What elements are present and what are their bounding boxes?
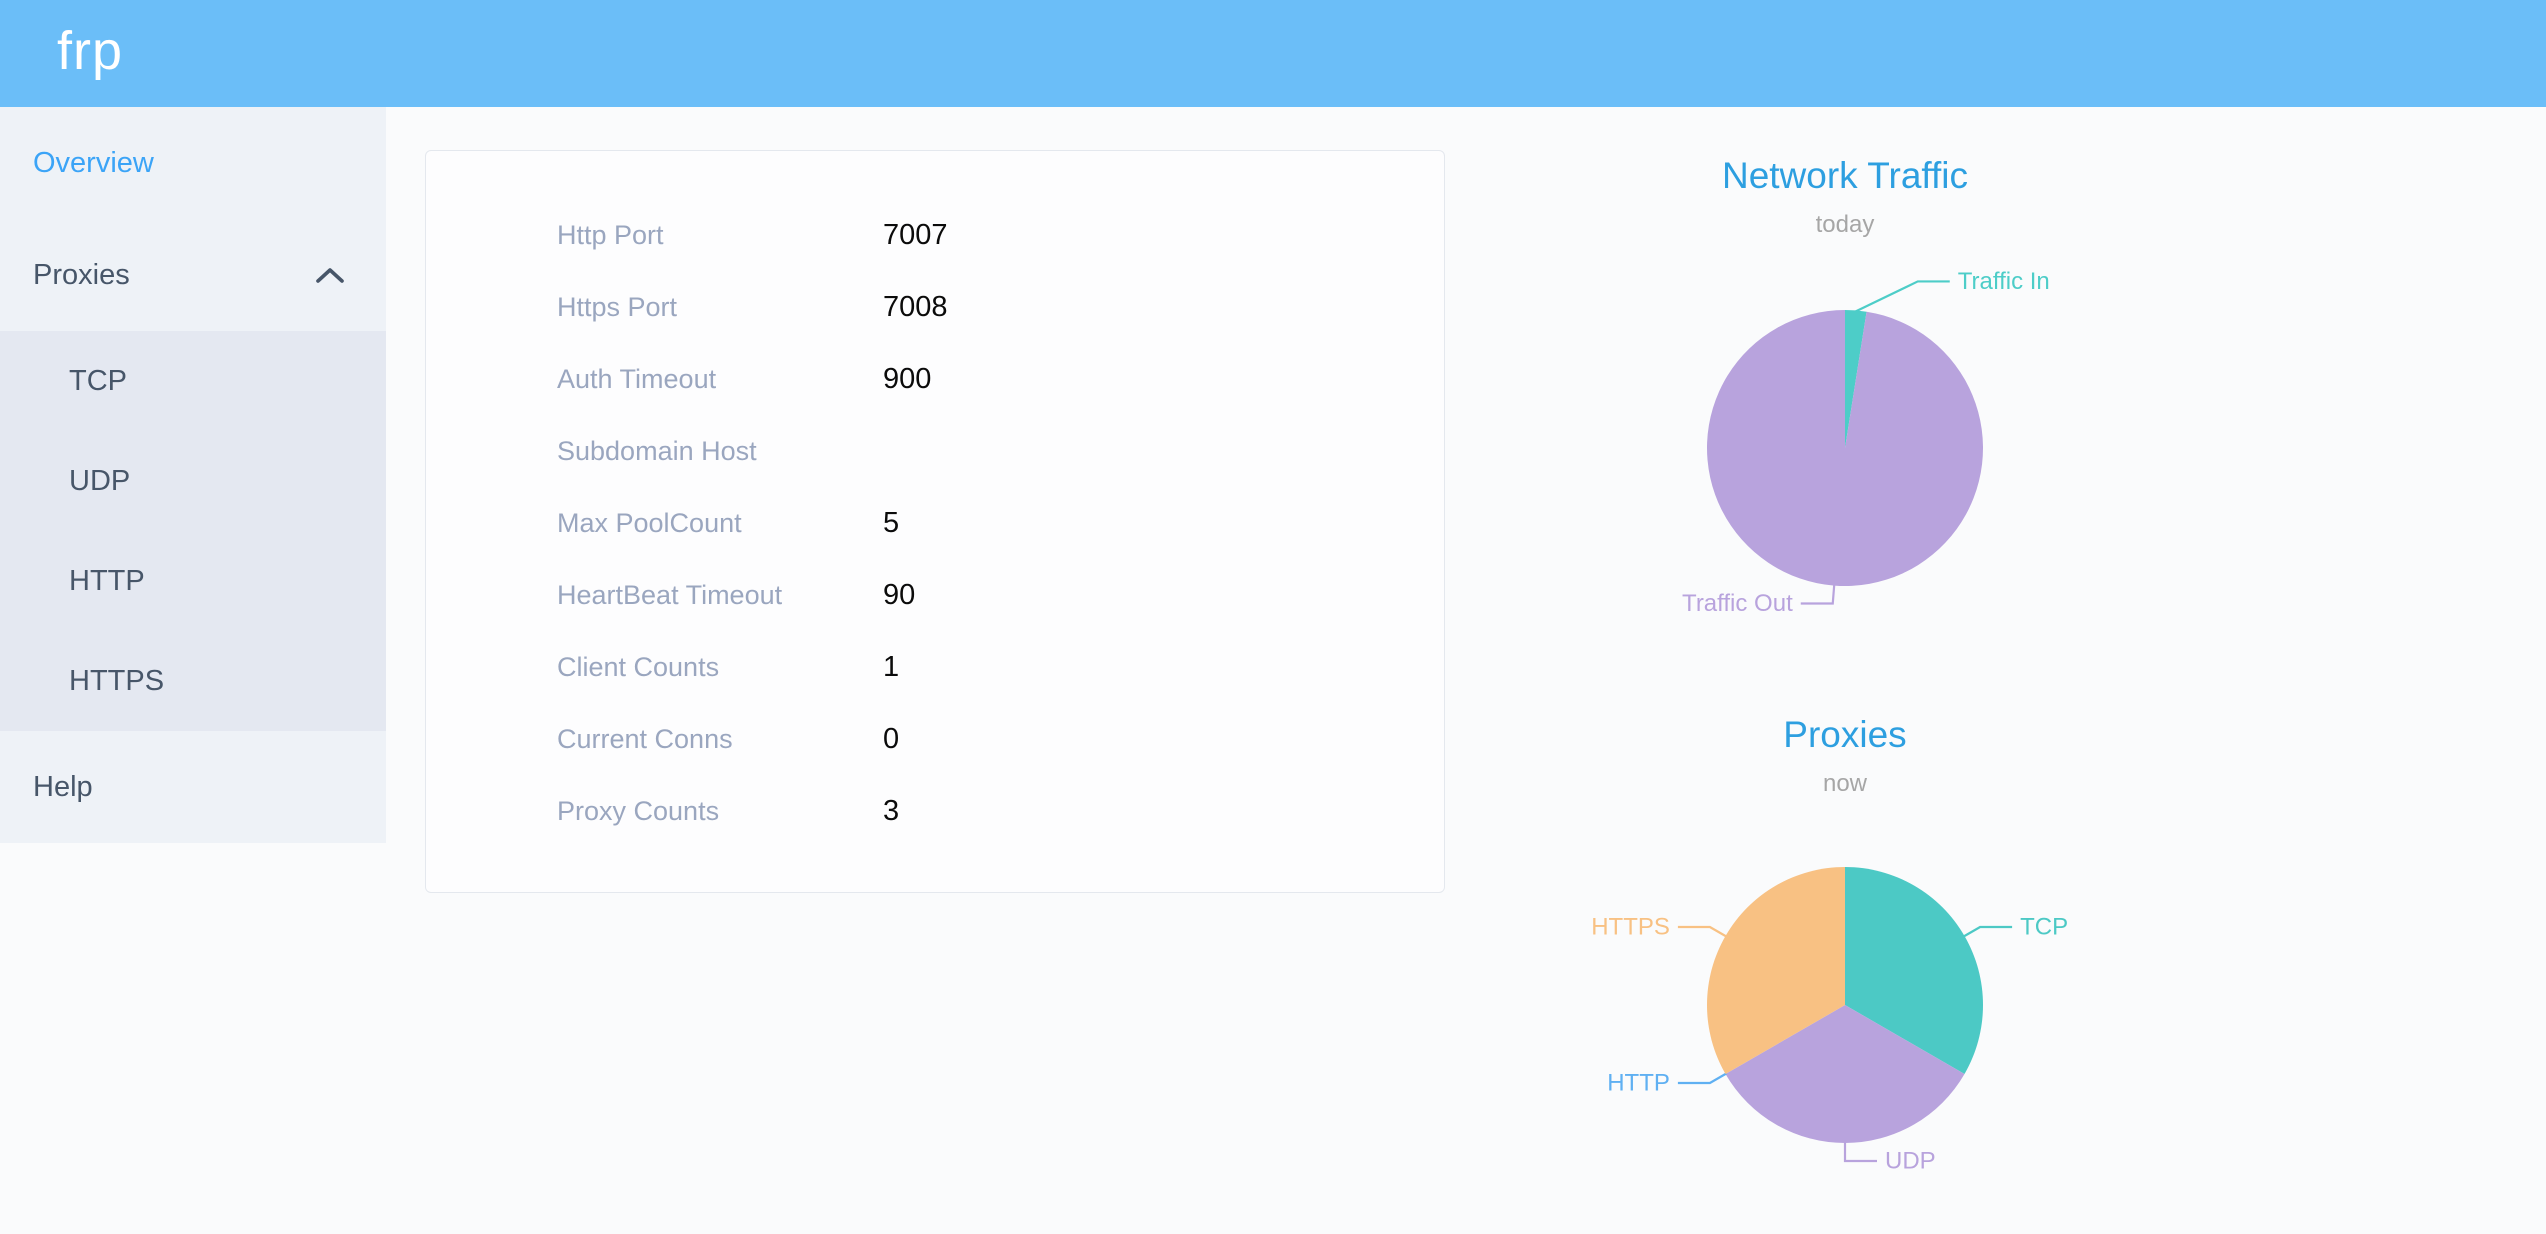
info-value: 1 [883,651,900,683]
pie-slice-tcp[interactable] [1845,867,1983,1074]
info-label: Max PoolCount [557,508,742,538]
network-traffic-chart: Network Traffic today Traffic In Traffic … [1295,125,2395,670]
info-value: 3 [883,795,900,827]
server-info-card: Http Port 7007 Https Port 7008 Auth Timeou… [425,150,1445,893]
info-row-client-counts: Client Counts 1 [426,631,1444,703]
sidebar-item-http[interactable]: HTTP [69,565,145,597]
info-value: 900 [883,363,932,395]
pie-slice-traffic-out[interactable] [1707,310,1984,586]
sidebar-item-overview-label: Overview [33,147,154,179]
pie-leader-traffic-in [1855,280,1950,313]
pie-leader-http [1677,1072,1727,1085]
pie-leader-tcp [1963,925,2013,938]
info-value: 7008 [883,291,948,323]
info-row-current-conns: Current Conns 0 [426,703,1444,775]
pie-leader-traffic-out [1800,584,1836,605]
info-row-https-port: Https Port 7008 [426,271,1444,343]
sidebar-item-tcp[interactable]: TCP [69,365,127,397]
frp-logo: frp [57,21,124,81]
info-label: Auth Timeout [557,364,717,394]
info-label: Subdomain Host [557,436,757,466]
sidebar-item-help[interactable]: Help [0,731,386,843]
sidebar-item-proxies-label: Proxies [33,259,130,291]
pie-label-https: HTTPS [1591,914,1670,941]
info-label: Proxy Counts [557,796,720,826]
info-row-max-poolcount: Max PoolCount 5 [426,487,1444,559]
info-row-auth-timeout: Auth Timeout 900 [426,343,1444,415]
pie-slice-udp[interactable] [1725,1005,1965,1143]
info-label: Current Conns [557,724,733,754]
info-label: Http Port [557,220,664,250]
info-row-http-port: Http Port 7007 [426,199,1444,271]
info-value: 7007 [883,219,948,251]
pie-label-http: HTTP [1607,1070,1670,1097]
pie-slice-https[interactable] [1707,867,1845,1074]
pie-label-traffic-in: Traffic In [1958,268,2050,295]
info-value: 90 [883,579,916,611]
info-label: Https Port [557,292,678,322]
network-traffic-subtitle: today [1815,211,1875,238]
network-traffic-title: Network Traffic [1721,155,1969,196]
app-header: frp [0,0,2546,107]
info-label: Client Counts [557,652,720,682]
pie-slice-traffic-in[interactable] [1845,310,1867,448]
info-value: 5 [883,507,900,539]
pie-leader-udp [1843,1142,1877,1163]
sidebar-item-help-label: Help [33,771,93,803]
info-value: 0 [883,723,900,755]
info-row-heartbeat-timeout: HeartBeat Timeout 90 [426,559,1444,631]
sidebar-item-https[interactable]: HTTPS [69,665,165,697]
info-row-proxy-counts: Proxy Counts 3 [426,775,1444,847]
proxies-chart: Proxies now TCP UDP HTTP HTTPS [1295,684,2395,1234]
pie-label-traffic-out: Traffic Out [1682,590,1793,617]
sidebar-item-proxies[interactable]: Proxies [0,219,386,331]
sidebar-item-udp[interactable]: UDP [69,465,131,497]
proxies-subtitle: now [1822,770,1868,797]
info-row-subdomain-host: Subdomain Host [426,415,1444,487]
sidebar: Overview Proxies TCP UDP HTTP HTTPS Help [0,107,386,843]
pie-leader-https [1677,925,1727,938]
sidebar-item-overview[interactable]: Overview [0,107,386,219]
chevron-up-icon [316,268,344,283]
pie-label-udp: UDP [1885,1148,1936,1175]
pie-label-tcp: TCP [2020,914,2068,941]
pie-network-traffic: Traffic In Traffic Out [1682,268,2050,617]
proxies-title: Proxies [1783,714,1907,755]
info-label: HeartBeat Timeout [557,580,783,610]
pie-proxies: TCP UDP HTTP HTTPS [1591,867,2068,1175]
proxies-submenu: TCP UDP HTTP HTTPS [0,331,386,731]
